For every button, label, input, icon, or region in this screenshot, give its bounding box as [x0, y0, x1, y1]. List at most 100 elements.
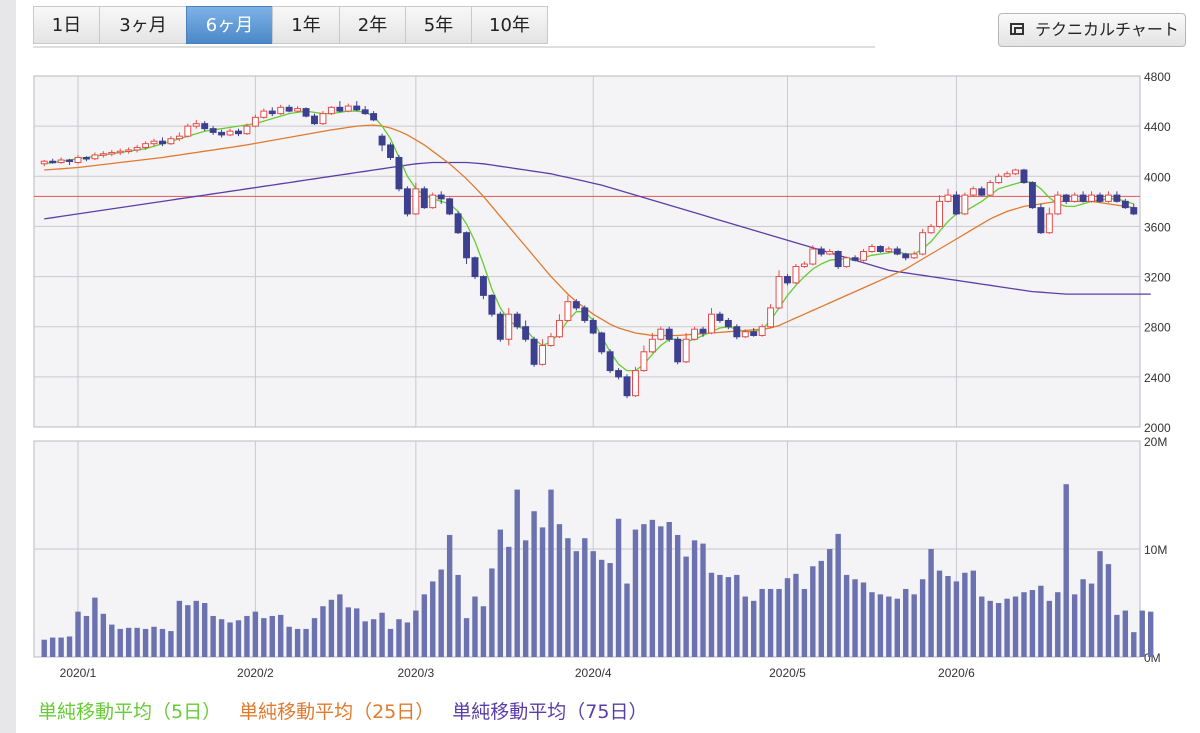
- candle-body: [682, 338, 690, 363]
- tab-1d[interactable]: 1日: [33, 6, 99, 44]
- volume-bar: [869, 592, 875, 657]
- volume-bar: [83, 615, 90, 657]
- candle-body: [978, 188, 986, 196]
- volume-bar: [41, 639, 47, 657]
- candle-body: [936, 200, 943, 227]
- candle-body: [66, 159, 74, 162]
- price-tick-label: 2400: [1144, 371, 1171, 385]
- volume-bar: [151, 626, 157, 657]
- volume-bar: [801, 588, 808, 657]
- tab-10y[interactable]: 10年: [471, 6, 548, 44]
- volume-bar: [430, 581, 436, 657]
- candle-body: [919, 232, 927, 255]
- volume-tick-label: 10M: [1144, 543, 1167, 557]
- volume-bar: [497, 529, 504, 657]
- candle-body: [902, 253, 910, 259]
- tab-6m[interactable]: 6ヶ月: [186, 6, 272, 44]
- candle-body: [116, 150, 124, 154]
- ma5-line: [44, 110, 1134, 372]
- candle-body: [74, 156, 82, 163]
- volume-bar: [742, 596, 748, 657]
- volume-bar: [387, 628, 394, 657]
- volume-bar: [159, 628, 166, 657]
- volume-bar: [235, 620, 242, 657]
- candle-body: [1045, 213, 1053, 234]
- volume-bar: [936, 570, 943, 657]
- candle-body: [724, 319, 732, 328]
- candle-body: [657, 328, 665, 340]
- candle-body: [454, 213, 462, 234]
- volume-bar: [58, 637, 64, 657]
- volume-bar: [421, 594, 428, 657]
- volume-bar: [218, 619, 225, 657]
- x-tick-label: 2020/6: [938, 666, 975, 680]
- candle-body: [268, 110, 276, 115]
- candle-body: [412, 188, 420, 215]
- candle-body: [741, 331, 749, 338]
- candle-body: [167, 138, 175, 145]
- candle-body: [961, 194, 969, 215]
- volume-bar: [776, 588, 782, 657]
- candle-body: [606, 351, 614, 372]
- volume-bar: [750, 600, 757, 657]
- candle-body: [108, 151, 116, 155]
- volume-bar: [311, 618, 318, 657]
- candle-body: [716, 313, 724, 321]
- volume-bar: [514, 489, 520, 657]
- candle-body: [1012, 169, 1019, 175]
- candle-body: [150, 140, 158, 145]
- candle-body: [1088, 194, 1096, 202]
- candle-body: [1096, 194, 1104, 202]
- candle-body: [826, 251, 834, 255]
- volume-bar: [396, 619, 402, 657]
- candle-body: [82, 156, 90, 160]
- volume-bar: [928, 549, 934, 657]
- volume-bar: [286, 626, 292, 657]
- tab-1y[interactable]: 1年: [272, 6, 339, 44]
- x-tick-label: 2020/1: [60, 666, 97, 680]
- technical-chart-button[interactable]: テクニカルチャート: [998, 13, 1186, 47]
- price-tick-label: 3600: [1144, 220, 1171, 234]
- tab-5y[interactable]: 5年: [405, 6, 471, 44]
- candle-body: [910, 253, 918, 259]
- volume-bar: [480, 606, 487, 657]
- candle-body: [344, 105, 352, 112]
- candle-body: [463, 232, 470, 259]
- candle-body: [1020, 169, 1028, 184]
- volume-bar: [767, 588, 774, 657]
- candle-body: [420, 188, 428, 209]
- left-edge-strip: [0, 0, 16, 733]
- volume-bar: [919, 579, 926, 657]
- volume-bar: [784, 578, 791, 657]
- candle-body: [581, 307, 589, 321]
- volume-tick-label: 20M: [1144, 435, 1167, 449]
- volume-bar: [1012, 596, 1019, 657]
- volume-bar: [1147, 611, 1154, 657]
- volume-bar: [227, 622, 233, 657]
- volume-bar: [962, 572, 968, 657]
- volume-bar: [49, 637, 56, 657]
- volume-bar: [725, 577, 732, 657]
- technical-chart-label: テクニカルチャート: [1035, 20, 1179, 39]
- price-panel: [33, 75, 1141, 428]
- candle-body: [598, 332, 606, 353]
- tab-2y[interactable]: 2年: [339, 6, 405, 44]
- volume-bar: [269, 615, 275, 657]
- volume-bar: [877, 594, 884, 657]
- candle-body: [57, 159, 65, 163]
- volume-bar: [759, 588, 765, 657]
- volume-bar: [886, 596, 892, 657]
- volume-bar: [320, 606, 326, 657]
- tab-3m[interactable]: 3ヶ月: [99, 6, 186, 44]
- candle-body: [201, 123, 209, 130]
- volume-bar: [979, 596, 985, 657]
- candle-body: [125, 149, 133, 152]
- volume-bar: [658, 526, 664, 657]
- candle-body: [513, 313, 521, 328]
- tab-divider: [33, 46, 875, 48]
- candle-body: [631, 370, 639, 397]
- volume-bar: [472, 596, 478, 657]
- price-tick-label: 2000: [1144, 421, 1171, 435]
- volume-bar: [244, 615, 250, 657]
